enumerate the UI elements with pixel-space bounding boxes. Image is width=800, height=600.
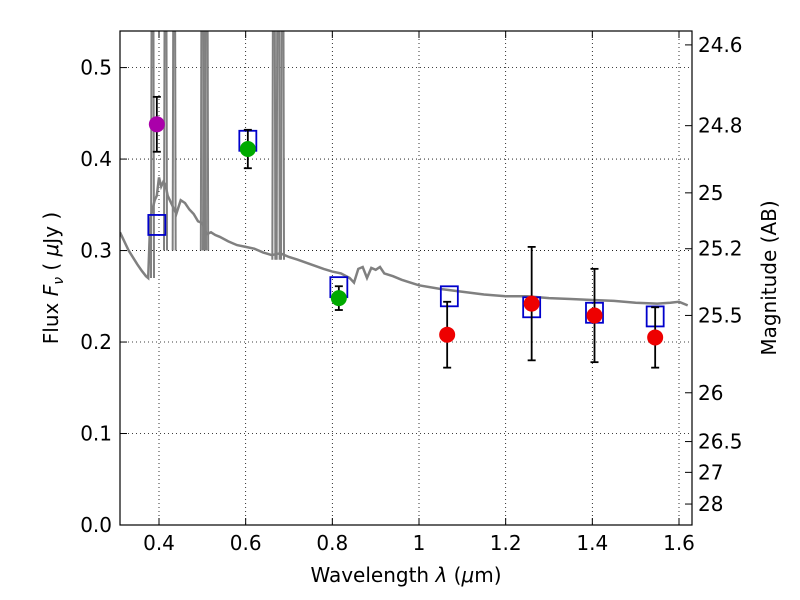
x-tick-label: 0.6	[230, 531, 262, 555]
emission-line	[150, 31, 155, 279]
plot-frame	[119, 30, 693, 526]
mag-tick-label: 25	[698, 181, 723, 205]
y-tick-label: 0.1	[80, 422, 112, 446]
data-point	[647, 329, 664, 346]
y-tick-label: 0.5	[80, 56, 112, 80]
mag-tick-label: 27	[698, 460, 723, 484]
x-tick-label: 1.4	[576, 531, 608, 555]
mag-tick-label: 24.6	[698, 33, 743, 57]
y-tick-label: 0.0	[80, 513, 112, 537]
axis-ticks: 0.4 0.6 0.8 1 1.2 1.4 1.6 0.0 0.1 0.2 0.3 0.4 0.5 24.…	[80, 31, 743, 555]
data-point	[239, 141, 256, 158]
data-point	[586, 307, 603, 324]
x-axis-label: Wavelength λ (μm)	[310, 563, 501, 587]
y-tick-label: 0.3	[80, 239, 112, 263]
emission-line	[271, 31, 277, 260]
y-tick-label: 0.4	[80, 147, 112, 171]
x-tick-label: 1.6	[663, 531, 695, 555]
data-point	[439, 326, 456, 343]
mag-tick-label: 28	[698, 492, 723, 516]
mag-tick-label: 25.2	[698, 237, 743, 261]
x-tick-label: 1.2	[490, 531, 522, 555]
x-tick-label: 1	[413, 531, 426, 555]
data-point	[523, 295, 540, 312]
mag-tick-label: 25.5	[698, 303, 743, 327]
emission-line	[171, 31, 177, 251]
model-photometry	[147, 129, 665, 328]
model-spectrum	[120, 31, 689, 307]
right-axis-label: Magnitude (AB)	[757, 200, 781, 355]
y-axis-label: Flux Fν ( μJy )	[39, 212, 67, 344]
mag-tick-label: 26	[698, 381, 723, 405]
emission-line	[275, 31, 281, 260]
emission-line	[163, 31, 168, 251]
y-tick-label: 0.2	[80, 330, 112, 354]
model-square	[147, 214, 167, 236]
data-point	[330, 290, 347, 307]
model-square	[439, 285, 459, 308]
x-tick-label: 0.4	[143, 531, 175, 555]
mag-tick-label: 26.5	[698, 430, 743, 454]
data-point	[148, 116, 165, 133]
emission-line	[204, 31, 210, 251]
mag-tick-label: 24.8	[698, 114, 743, 138]
x-tick-label: 0.8	[316, 531, 348, 555]
emission-line	[280, 31, 285, 260]
observed-photometry	[148, 95, 664, 369]
